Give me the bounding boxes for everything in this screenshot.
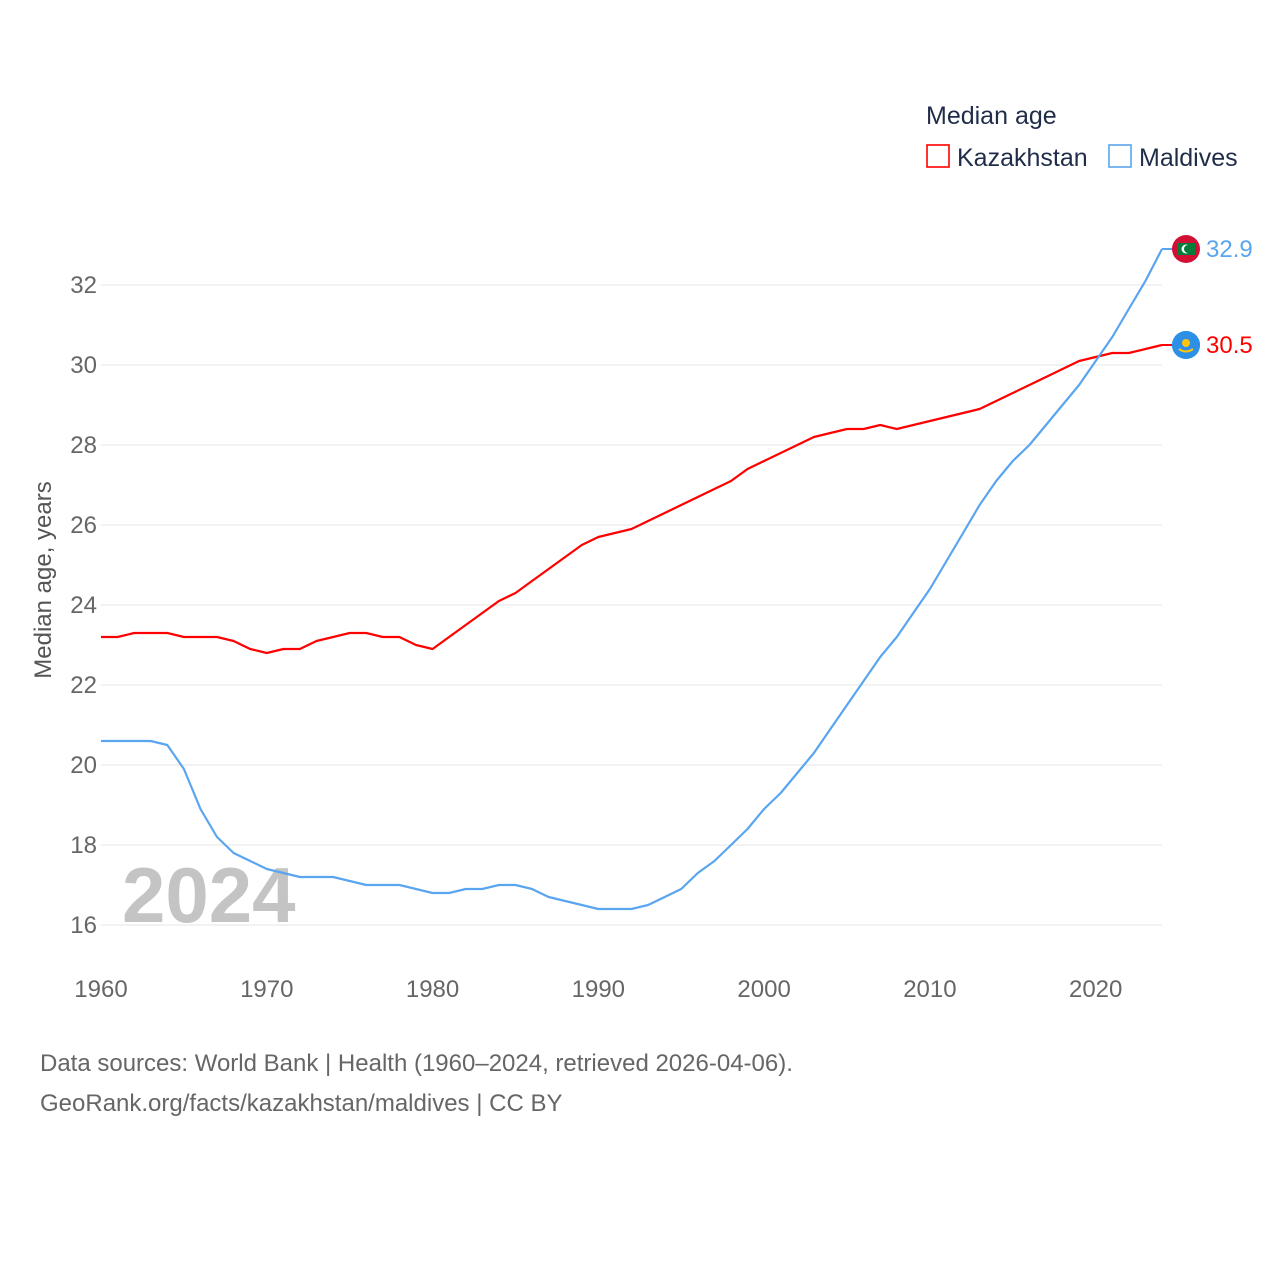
y-tick-label: 30 [70,352,97,379]
crescent-cut [1184,245,1192,253]
y-tick-label: 18 [70,832,97,859]
legend: Kazakhstan Maldives [926,144,1238,172]
y-tick-label: 26 [70,512,97,539]
y-tick-label: 22 [70,672,97,699]
sun [1182,339,1190,347]
end-value-label: 30.5 [1206,332,1253,359]
legend-label-kazakhstan: Kazakhstan [957,144,1088,172]
y-tick-label: 32 [70,272,97,299]
kazakhstan-flag-icon [1172,331,1200,359]
x-tick-label: 1970 [240,976,293,1003]
x-tick-label: 1980 [406,976,459,1003]
year-watermark: 2024 [122,851,296,939]
grid [101,284,1162,926]
x-tick-label: 2020 [1069,976,1122,1003]
x-tick-label: 2000 [737,976,790,1003]
x-tick-label: 1960 [74,976,127,1003]
x-tick-label: 2010 [903,976,956,1003]
end-labels: 30.5 32.9 [1162,235,1253,359]
y-tick-label: 20 [70,752,97,779]
series-lines [101,248,1163,911]
source-line-1: Data sources: World Bank | Health (1960–… [40,1050,793,1077]
legend-swatch-maldives [1108,144,1132,168]
legend-label-maldives: Maldives [1139,144,1238,172]
legend-title: Median age [926,102,1057,130]
eagle [1178,348,1194,353]
end-value-label: 32.9 [1206,236,1253,263]
x-tick-label: 1990 [572,976,625,1003]
series-line-kazakhstan [101,343,1163,655]
source-note: Data sources: World Bank | Health (1960–… [40,1044,793,1124]
legend-swatch-kazakhstan [926,144,950,168]
y-tick-label: 28 [70,432,97,459]
source-line-2[interactable]: GeoRank.org/facts/kazakhstan/maldives | … [40,1090,563,1117]
y-tick-label: 24 [70,592,97,619]
maldives-flag-icon [1172,235,1200,263]
y-axis-label: Median age, years [30,481,57,678]
x-axis: 1960 1970 1980 1990 2000 2010 2020 [74,976,1122,1003]
y-axis: 16 18 20 22 24 26 28 30 32 [70,272,97,939]
y-tick-label: 16 [70,912,97,939]
series-line-maldives [101,248,1163,911]
